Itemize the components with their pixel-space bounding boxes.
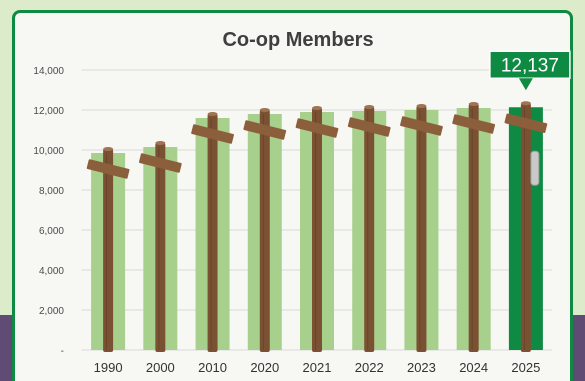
pole-top xyxy=(416,104,427,108)
pole-crossarm xyxy=(86,159,130,179)
callout-value-label: 12,137 xyxy=(501,55,559,76)
pole-top xyxy=(312,106,322,110)
utility-pole xyxy=(520,103,531,352)
callout-box xyxy=(489,50,571,80)
pole-top xyxy=(259,108,270,112)
y-tick-label: 12,000 xyxy=(33,106,64,117)
utility-pole xyxy=(468,104,479,352)
pole-top xyxy=(207,112,218,116)
pole-crossarm xyxy=(295,118,339,138)
x-tick-label: 2010 xyxy=(198,360,227,375)
y-axis-ticks: - 2,000 4,000 6,000 8,000 10,000 12,000 14,000 xyxy=(33,66,64,357)
y-tick-label: 14,000 xyxy=(33,66,64,77)
callout-pointer xyxy=(518,78,533,91)
chart-title: Co-op Members xyxy=(222,29,373,51)
x-tick-label: 2020 xyxy=(250,360,279,375)
pole-top xyxy=(155,141,166,145)
pole-crossarm xyxy=(243,120,287,140)
pole-crossarm xyxy=(347,117,391,137)
utility-pole xyxy=(312,108,322,352)
pole-crossarm xyxy=(400,116,443,136)
x-axis-ticks: 1990 2000 2010 2020 2021 2022 2023 2024 2025 xyxy=(94,360,541,375)
pole-top xyxy=(520,101,531,106)
utility-pole xyxy=(103,149,114,352)
x-tick-label: 1990 xyxy=(94,360,123,375)
y-tick-label: 8,000 xyxy=(39,186,64,197)
utility-pole xyxy=(364,107,375,352)
pole-crossarm xyxy=(191,124,234,144)
highlight-callout: 12,137 xyxy=(489,50,571,91)
y-tick-label: 10,000 xyxy=(33,146,64,157)
utility-pole xyxy=(259,110,270,352)
y-tick-label: - xyxy=(61,346,64,357)
y-tick-label: 2,000 xyxy=(39,306,64,317)
utility-poles xyxy=(86,101,548,352)
x-tick-label: 2023 xyxy=(407,360,436,375)
pole-top xyxy=(364,105,375,109)
pole-crossarm xyxy=(452,114,496,134)
transformer-can xyxy=(530,150,540,186)
y-tick-label: 6,000 xyxy=(39,226,64,237)
x-tick-label: 2000 xyxy=(146,360,175,375)
pole-top xyxy=(103,147,114,151)
utility-pole xyxy=(416,106,427,352)
x-tick-label: 2024 xyxy=(459,360,488,375)
pole-top xyxy=(468,102,479,106)
utility-pole xyxy=(207,114,218,352)
pole-crossarm xyxy=(504,113,548,133)
utility-pole xyxy=(155,143,166,352)
x-tick-label: 2021 xyxy=(303,360,332,375)
x-tick-label: 2025 xyxy=(511,360,540,375)
x-tick-label: 2022 xyxy=(355,360,384,375)
y-tick-label: 4,000 xyxy=(39,266,64,277)
pole-crossarm xyxy=(138,153,182,173)
